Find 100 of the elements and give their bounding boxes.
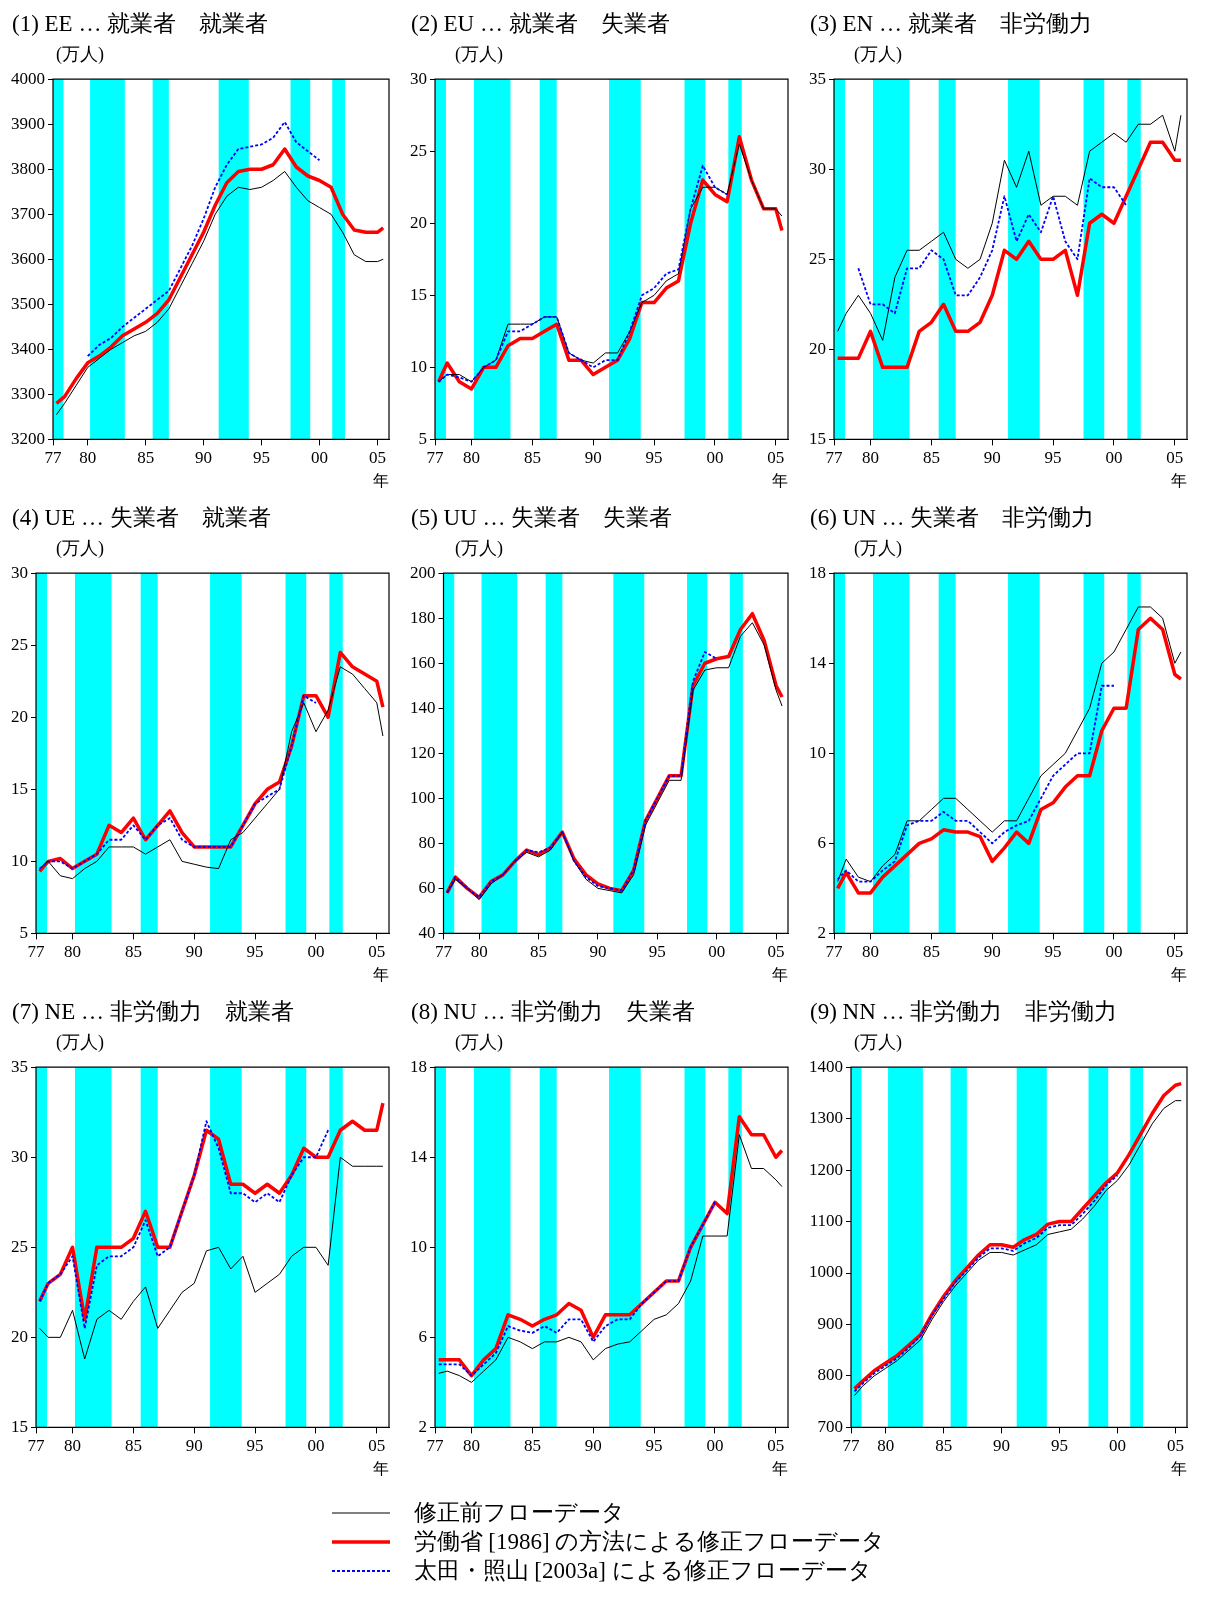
y-tick-label: 35: [809, 68, 826, 88]
y-tick-label: 35: [11, 1056, 28, 1076]
y-tick-label: 30: [809, 158, 826, 178]
y-tick-label: 14: [410, 1146, 428, 1166]
x-tick-label: 85: [124, 1436, 142, 1456]
x-tick-label: 85: [523, 448, 541, 468]
y-tick-label: 15: [410, 284, 427, 304]
x-tick-label: 80: [470, 942, 488, 962]
x-tick-label: 80: [64, 942, 82, 962]
y-tick-label: 80: [418, 832, 436, 852]
x-tick-label: 90: [584, 1436, 602, 1456]
x-tick-label: 77: [435, 942, 453, 962]
x-tick-label: 95: [1051, 1436, 1069, 1456]
chart-title: (9) NN … 非労働力 非労働力: [809, 998, 1119, 1026]
x-tick-label: 90: [983, 942, 1001, 962]
x-tick-label: 85: [137, 448, 155, 468]
chart-title: (6) UN … 失業者 非労働力: [809, 504, 1096, 532]
x-tick-label: 85: [922, 448, 940, 468]
line-series: [86, 121, 321, 357]
chart-title: (8) NU … 非労働力 失業者: [410, 998, 697, 1026]
y-tick-label: 20: [11, 1326, 28, 1346]
x-tick-label: 05: [767, 448, 785, 468]
y-tick-label: 20: [410, 212, 427, 232]
x-tick-label: 80: [64, 1436, 82, 1456]
line-series: [38, 1120, 330, 1330]
x-tick-label: 05: [767, 942, 785, 962]
y-tick-label: 3800: [11, 158, 45, 178]
x-tick-label: 77: [825, 448, 843, 468]
y-tick-label: 120: [410, 742, 436, 762]
y-tick-label: 6: [418, 1326, 427, 1346]
legend-label: 修正前フローデータ: [413, 1499, 625, 1527]
y-tick-label: 160: [410, 652, 436, 672]
x-tick-label: 00: [1108, 1436, 1126, 1456]
line-series: [437, 164, 729, 383]
y-tick-label: 18: [809, 562, 826, 582]
x-tick-label: 90: [185, 942, 203, 962]
x-tick-label: 95: [648, 942, 666, 962]
x-tick-label: 00: [1105, 942, 1123, 962]
x-tick-label: 85: [935, 1436, 953, 1456]
y-tick-label: 20: [11, 706, 28, 726]
x-tick-label: 85: [530, 942, 548, 962]
x-tick-label: 00: [706, 448, 724, 468]
y-tick-label: 30: [11, 562, 28, 582]
x-tick-label: 90: [185, 1436, 203, 1456]
y-tick-label: 15: [11, 1416, 28, 1436]
x-tick-label: 90: [993, 1436, 1011, 1456]
x-tick-label: 00: [708, 942, 726, 962]
y-tick-label: 1300: [809, 1108, 843, 1128]
y-tick-label: 3300: [11, 383, 45, 403]
chart-title: (4) UE … 失業者 就業者: [11, 504, 272, 532]
y-tick-label: 2: [418, 1416, 427, 1436]
y-tick-label: 10: [410, 1236, 427, 1256]
y-tick-label: 25: [11, 1236, 28, 1256]
x-axis-title: 年: [373, 965, 389, 983]
chart-title: (2) EU … 就業者 失業者: [410, 10, 671, 38]
y-axis-title: (万人): [853, 1031, 903, 1054]
x-tick-label: 95: [246, 1436, 264, 1456]
x-tick-label: 80: [463, 448, 481, 468]
x-tick-label: 77: [426, 1436, 444, 1456]
x-axis-title: 年: [1171, 471, 1187, 489]
y-tick-label: 5: [418, 428, 427, 448]
y-tick-label: 15: [809, 428, 826, 448]
x-tick-label: 95: [253, 448, 271, 468]
y-tick-label: 20: [809, 338, 826, 358]
y-tick-label: 60: [418, 877, 436, 897]
x-tick-label: 85: [922, 942, 940, 962]
x-axis-title: 年: [772, 471, 788, 489]
x-axis-title: 年: [1171, 1459, 1187, 1477]
y-tick-label: 25: [410, 140, 427, 160]
chart-title: (1) EE … 就業者 就業者: [11, 10, 270, 38]
y-tick-label: 140: [410, 697, 436, 717]
x-tick-label: 77: [27, 1436, 45, 1456]
x-tick-label: 00: [307, 1436, 325, 1456]
line-series: [446, 651, 718, 899]
x-tick-label: 00: [706, 1436, 724, 1456]
y-tick-label: 3500: [11, 293, 45, 313]
y-tick-label: 1000: [809, 1262, 843, 1282]
x-tick-label: 85: [523, 1436, 541, 1456]
x-tick-label: 77: [426, 448, 444, 468]
x-tick-label: 85: [124, 942, 142, 962]
x-axis-title: 年: [1171, 965, 1187, 983]
x-tick-label: 95: [246, 942, 264, 962]
y-axis-title: (万人): [853, 43, 903, 66]
chart-title: (3) EN … 就業者 非労働力: [809, 10, 1093, 38]
x-tick-label: 90: [584, 448, 602, 468]
line-series: [857, 177, 1128, 315]
y-tick-label: 2: [817, 922, 826, 942]
legend-label: 労働省 [1986] の方法による修正フローデータ: [413, 1528, 886, 1556]
y-tick-label: 100: [410, 787, 436, 807]
y-tick-label: 3900: [11, 113, 45, 133]
y-tick-label: 6: [817, 832, 826, 852]
y-tick-label: 900: [817, 1313, 843, 1333]
x-axis-title: 年: [373, 1459, 389, 1477]
x-tick-label: 77: [44, 448, 62, 468]
x-tick-label: 05: [1166, 448, 1184, 468]
y-tick-label: 3200: [11, 428, 45, 448]
y-tick-label: 15: [11, 778, 28, 798]
y-tick-label: 40: [418, 922, 436, 942]
y-tick-label: 3400: [11, 338, 45, 358]
y-tick-label: 14: [809, 652, 827, 672]
